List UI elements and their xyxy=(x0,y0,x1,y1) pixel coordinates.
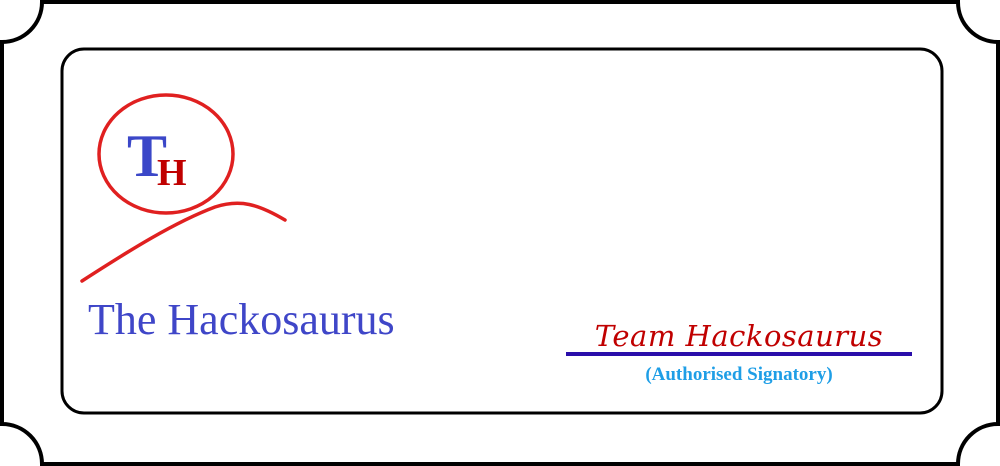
logo-letter-t: T xyxy=(127,123,167,189)
signature-caption: (Authorised Signatory) xyxy=(645,364,833,385)
brand-name: The Hackosaurus xyxy=(88,295,395,344)
logo-ring xyxy=(97,93,235,215)
logo: T H xyxy=(80,93,287,283)
logo-swoosh xyxy=(80,201,287,283)
signature-line xyxy=(566,352,912,356)
inner-panel-outline xyxy=(60,47,944,415)
logo-letter-h: H xyxy=(157,152,187,194)
signature-name: Team Hackosaurus xyxy=(594,319,884,353)
